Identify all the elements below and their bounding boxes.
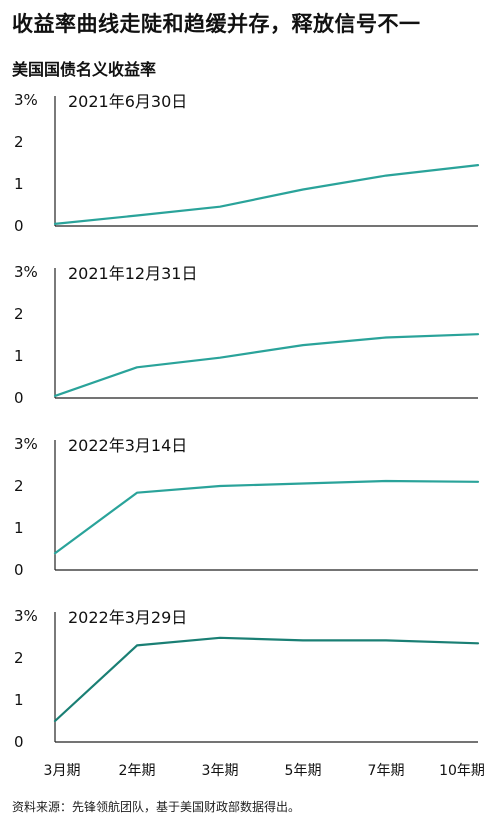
- y-tick-label: 0: [14, 561, 24, 579]
- x-tick-label: 3年期: [201, 763, 239, 779]
- panel-date-label: 2021年6月30日: [68, 92, 187, 111]
- yield-panel-2022-03-29: 0 1 2 3% 2022年3月29日: [0, 604, 500, 754]
- x-tick-label: 5年期: [284, 763, 322, 779]
- y-tick-label: 3%: [14, 607, 38, 625]
- panel-date-label: 2022年3月14日: [68, 436, 187, 455]
- y-tick-label: 0: [14, 389, 24, 407]
- yield-curve-line: [53, 163, 480, 225]
- y-tick-label: 1: [14, 175, 24, 193]
- y-tick-label: 3%: [14, 263, 38, 281]
- yield-curve-line: [53, 333, 480, 397]
- x-tick-label: 3月期: [43, 763, 81, 779]
- y-tick-label: 1: [14, 347, 24, 365]
- yield-curve-line: [53, 636, 480, 723]
- source-note: 资料来源：先锋领航团队，基于美国财政部数据得出。: [12, 800, 301, 814]
- chart-title: 收益率曲线走陡和趋缓并存，释放信号不一: [12, 11, 421, 36]
- panel-svg: 0 1 2 3% 2022年3月29日: [14, 607, 480, 751]
- x-tick-label: 10年期: [439, 763, 485, 779]
- x-tick-label: 7年期: [367, 763, 405, 779]
- yield-panel-2021-12-31: 0 1 2 3% 2021年12月31日: [0, 260, 500, 410]
- panel-date-label: 2021年12月31日: [68, 264, 197, 283]
- yield-panel-2022-03-14: 0 1 2 3% 2022年3月14日: [0, 432, 500, 582]
- y-tick-label: 0: [14, 733, 24, 751]
- y-tick-label: 3%: [14, 91, 38, 109]
- panel-svg: 0 1 2 3% 2021年12月31日: [14, 263, 480, 407]
- yield-curve-line: [53, 479, 480, 555]
- yield-panel-2021-06-30: 0 1 2 3% 2021年6月30日: [0, 88, 500, 238]
- y-tick-label: 1: [14, 691, 24, 709]
- y-tick-label: 3%: [14, 435, 38, 453]
- panel-svg: 0 1 2 3% 2022年3月14日: [14, 435, 480, 579]
- panel-date-label: 2022年3月29日: [68, 608, 187, 627]
- x-tick-label: 2年期: [118, 763, 156, 779]
- y-tick-label: 1: [14, 519, 24, 537]
- y-tick-label: 2: [14, 477, 24, 495]
- y-tick-label: 2: [14, 649, 24, 667]
- chart-subtitle: 美国国债名义收益率: [12, 60, 157, 79]
- x-axis-labels: 3月期 2年期 3年期 5年期 7年期 10年期: [0, 760, 500, 786]
- y-tick-label: 0: [14, 217, 24, 235]
- y-tick-label: 2: [14, 133, 24, 151]
- y-tick-label: 2: [14, 305, 24, 323]
- panel-svg: 0 1 2 3% 2021年6月30日: [14, 91, 480, 235]
